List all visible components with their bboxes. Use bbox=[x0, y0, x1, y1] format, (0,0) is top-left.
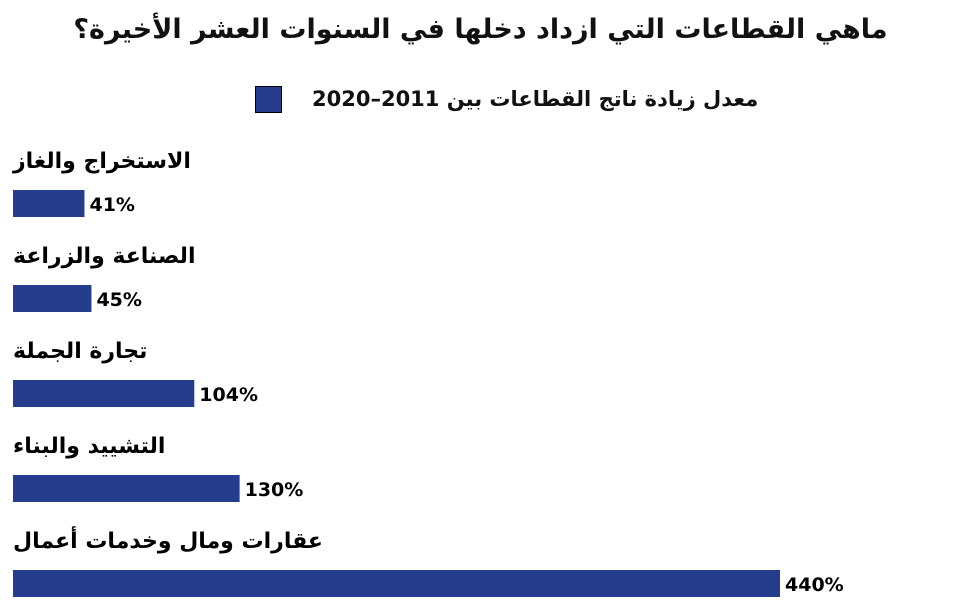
legend-swatch bbox=[255, 85, 282, 113]
category-label: تجارة الجملة bbox=[13, 339, 147, 364]
chart-title: ماهي القطاعات التي ازداد دخلها في السنوا… bbox=[73, 14, 888, 45]
category-label: الصناعة والزراعة bbox=[13, 244, 196, 269]
bar bbox=[13, 570, 780, 597]
bar bbox=[13, 190, 85, 217]
value-label: 440% bbox=[785, 574, 844, 596]
category-label: الاستخراج والغاز bbox=[12, 149, 191, 174]
bar bbox=[13, 475, 240, 502]
category-label: عقارات ومال وخدمات أعمال bbox=[13, 525, 323, 554]
value-label: 41% bbox=[89, 194, 134, 216]
value-label: 104% bbox=[199, 384, 258, 406]
legend-label: معدل زيادة ناتج القطاعات بين 2011–2020 bbox=[312, 87, 759, 111]
legend: معدل زيادة ناتج القطاعات بين 2011–2020 bbox=[255, 84, 758, 114]
bar bbox=[13, 380, 195, 407]
value-label: 45% bbox=[96, 289, 141, 311]
value-label: 130% bbox=[245, 479, 304, 501]
bar bbox=[13, 285, 92, 312]
category-label: التشييد والبناء bbox=[13, 434, 165, 459]
